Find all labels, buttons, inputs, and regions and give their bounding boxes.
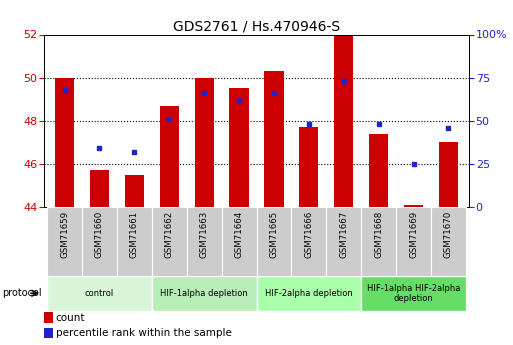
Bar bbox=[256, 276, 361, 310]
Bar bbox=[222, 207, 256, 276]
Bar bbox=[160, 106, 179, 207]
Text: HIF-2alpha depletion: HIF-2alpha depletion bbox=[265, 289, 353, 298]
Text: GSM71666: GSM71666 bbox=[304, 210, 313, 258]
Bar bbox=[291, 207, 326, 276]
Text: GSM71668: GSM71668 bbox=[374, 210, 383, 258]
Bar bbox=[187, 207, 222, 276]
Text: HIF-1alpha HIF-2alpha
depletion: HIF-1alpha HIF-2alpha depletion bbox=[367, 284, 460, 303]
Bar bbox=[326, 207, 361, 276]
Bar bbox=[125, 175, 144, 207]
Text: GSM71665: GSM71665 bbox=[269, 210, 279, 258]
Title: GDS2761 / Hs.470946-S: GDS2761 / Hs.470946-S bbox=[173, 19, 340, 33]
Bar bbox=[117, 207, 152, 276]
Text: GSM71662: GSM71662 bbox=[165, 210, 174, 258]
Bar bbox=[44, 312, 52, 323]
Bar bbox=[404, 205, 423, 207]
Bar bbox=[47, 207, 82, 276]
Bar bbox=[194, 78, 214, 207]
Bar bbox=[334, 34, 353, 207]
Bar bbox=[82, 207, 117, 276]
Bar bbox=[90, 170, 109, 207]
Bar bbox=[369, 134, 388, 207]
Bar bbox=[299, 127, 319, 207]
Bar bbox=[396, 207, 431, 276]
Text: count: count bbox=[55, 313, 85, 323]
Text: protocol: protocol bbox=[3, 288, 42, 298]
Bar bbox=[55, 78, 74, 207]
Bar bbox=[229, 88, 249, 207]
Text: GSM71660: GSM71660 bbox=[95, 210, 104, 258]
Text: GSM71663: GSM71663 bbox=[200, 210, 209, 258]
Bar bbox=[361, 276, 466, 310]
Text: GSM71670: GSM71670 bbox=[444, 210, 453, 258]
Bar bbox=[256, 207, 291, 276]
Text: GSM71664: GSM71664 bbox=[234, 210, 244, 258]
Text: percentile rank within the sample: percentile rank within the sample bbox=[55, 328, 231, 338]
Bar bbox=[439, 142, 458, 207]
Text: control: control bbox=[85, 289, 114, 298]
Text: GSM71661: GSM71661 bbox=[130, 210, 139, 258]
Text: GSM71669: GSM71669 bbox=[409, 210, 418, 258]
Bar bbox=[431, 207, 466, 276]
Text: GSM71659: GSM71659 bbox=[60, 210, 69, 258]
Text: HIF-1alpha depletion: HIF-1alpha depletion bbox=[160, 289, 248, 298]
Bar bbox=[152, 276, 256, 310]
Text: GSM71667: GSM71667 bbox=[339, 210, 348, 258]
Bar bbox=[44, 328, 52, 338]
Bar bbox=[361, 207, 396, 276]
Bar bbox=[152, 207, 187, 276]
Bar bbox=[264, 71, 284, 207]
Bar bbox=[47, 276, 152, 310]
